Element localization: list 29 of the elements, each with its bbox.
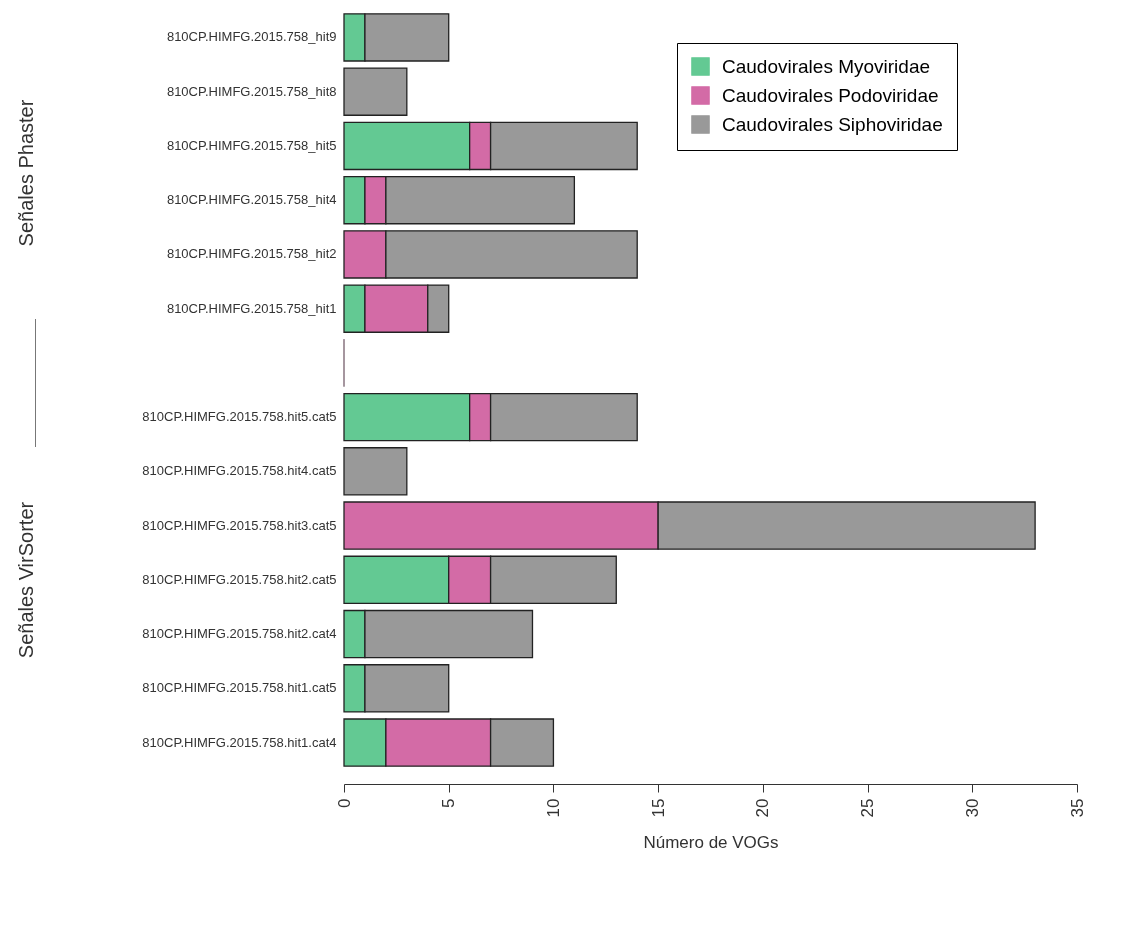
- y-tick-label: 810CP.HIMFG.2015.758_hit5: [166, 137, 337, 153]
- bar: [343, 67, 408, 116]
- text: Señales Phaster: [14, 99, 38, 247]
- y-tick-label: 810CP.HIMFG.2015.758_hit9: [166, 29, 337, 45]
- y-tick-label: 810CP.HIMFG.2015.758.hit1.cat4: [142, 734, 337, 750]
- y-tick-label: 810CP.HIMFG.2015.758_hit4: [166, 192, 337, 208]
- y-tick-label: 810CP.HIMFG.2015.758_hit2: [166, 246, 337, 262]
- legend-label: Caudovirales Myoviridae: [722, 55, 931, 77]
- x-tick-label: 15: [648, 798, 668, 818]
- x-tick-label: 0: [334, 798, 354, 808]
- x-axis-title: Número de VOGs: [643, 833, 779, 853]
- bar: [343, 447, 408, 496]
- legend-label: Caudovirales Podoviridae: [722, 84, 939, 106]
- x-tick-label: 35: [1067, 798, 1087, 818]
- legend-label: Caudovirales Siphoviridae: [722, 113, 943, 135]
- x-tick-label: 10: [543, 798, 563, 818]
- y-tick-label: 810CP.HIMFG.2015.758_hit1: [166, 300, 337, 316]
- text: Señales VirSorter: [14, 501, 38, 659]
- y-tick-label: 810CP.HIMFG.2015.758_hit8: [166, 83, 337, 99]
- y-tick-label: 810CP.HIMFG.2015.758.hit2.cat5: [142, 571, 337, 587]
- x-tick-label: 30: [962, 798, 982, 818]
- y-tick-label: 810CP.HIMFG.2015.758.hit4.cat5: [142, 463, 337, 479]
- x-tick-label: 5: [439, 798, 459, 808]
- y-tick-label: 810CP.HIMFG.2015.758.hit1.cat5: [142, 680, 337, 696]
- x-tick-label: 20: [753, 798, 773, 818]
- x-tick-label: 25: [858, 798, 878, 818]
- y-tick-label: 810CP.HIMFG.2015.758.hit5.cat5: [142, 409, 337, 425]
- y-tick-label: 810CP.HIMFG.2015.758.hit3.cat5: [142, 517, 337, 533]
- y-tick-label: 810CP.HIMFG.2015.758.hit2.cat4: [142, 626, 337, 642]
